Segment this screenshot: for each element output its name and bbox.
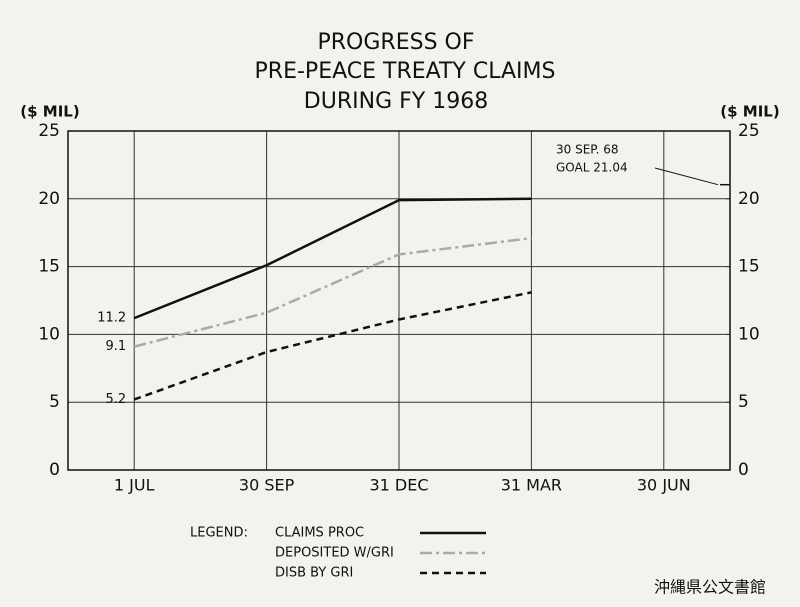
legend-title: LEGEND: xyxy=(190,526,248,541)
data-label: 11.2 xyxy=(97,311,126,326)
y-tick-label: 10 xyxy=(38,324,60,344)
y-tick-label: 20 xyxy=(38,189,60,209)
source: 沖縄県公文書館 xyxy=(654,578,766,597)
x-tick-label: 31 MAR xyxy=(501,476,562,495)
legend-label: DISB BY GRI xyxy=(275,566,353,581)
data-label: 5.2 xyxy=(106,392,127,407)
line xyxy=(133,236,532,348)
y-axis-label: ($ MIL) xyxy=(20,103,79,121)
x-tick-label: 30 SEP xyxy=(239,476,295,495)
line xyxy=(133,291,532,401)
y2-axis-label: ($ MIL) xyxy=(720,103,779,121)
x-tick-label: 1 JUL xyxy=(114,476,155,495)
y2-tick-label: 20 xyxy=(738,189,760,209)
y-tick-label: 5 xyxy=(49,392,60,412)
annotation: 30 SEP. 68 xyxy=(556,143,619,157)
x-tick-label: 30 JUN xyxy=(637,476,691,495)
data-label: 9.1 xyxy=(106,339,127,354)
legend-label: CLAIMS PROC xyxy=(275,526,364,541)
x-tick-label: 31 DEC xyxy=(369,476,428,495)
chart-title: DURING FY 1968 xyxy=(304,89,488,114)
annotation-arrow xyxy=(654,167,719,186)
annotation: GOAL 21.04 xyxy=(556,161,628,175)
chart-title: PROGRESS OF xyxy=(318,30,475,55)
legend-label: DEPOSITED W/GRI xyxy=(275,546,394,561)
y2-tick-label: 0 xyxy=(738,460,749,480)
y-tick-label: 0 xyxy=(49,460,60,480)
y-tick-label: 25 xyxy=(38,121,60,141)
chart-title: PRE-PEACE TREATY CLAIMS xyxy=(255,59,556,84)
y2-tick-label: 5 xyxy=(738,392,749,412)
y2-tick-label: 15 xyxy=(738,257,760,277)
plot-frame xyxy=(67,130,731,471)
y-tick-label: 15 xyxy=(38,257,60,277)
y2-tick-label: 10 xyxy=(738,324,760,344)
line xyxy=(133,197,532,320)
y2-tick-label: 25 xyxy=(738,121,760,141)
